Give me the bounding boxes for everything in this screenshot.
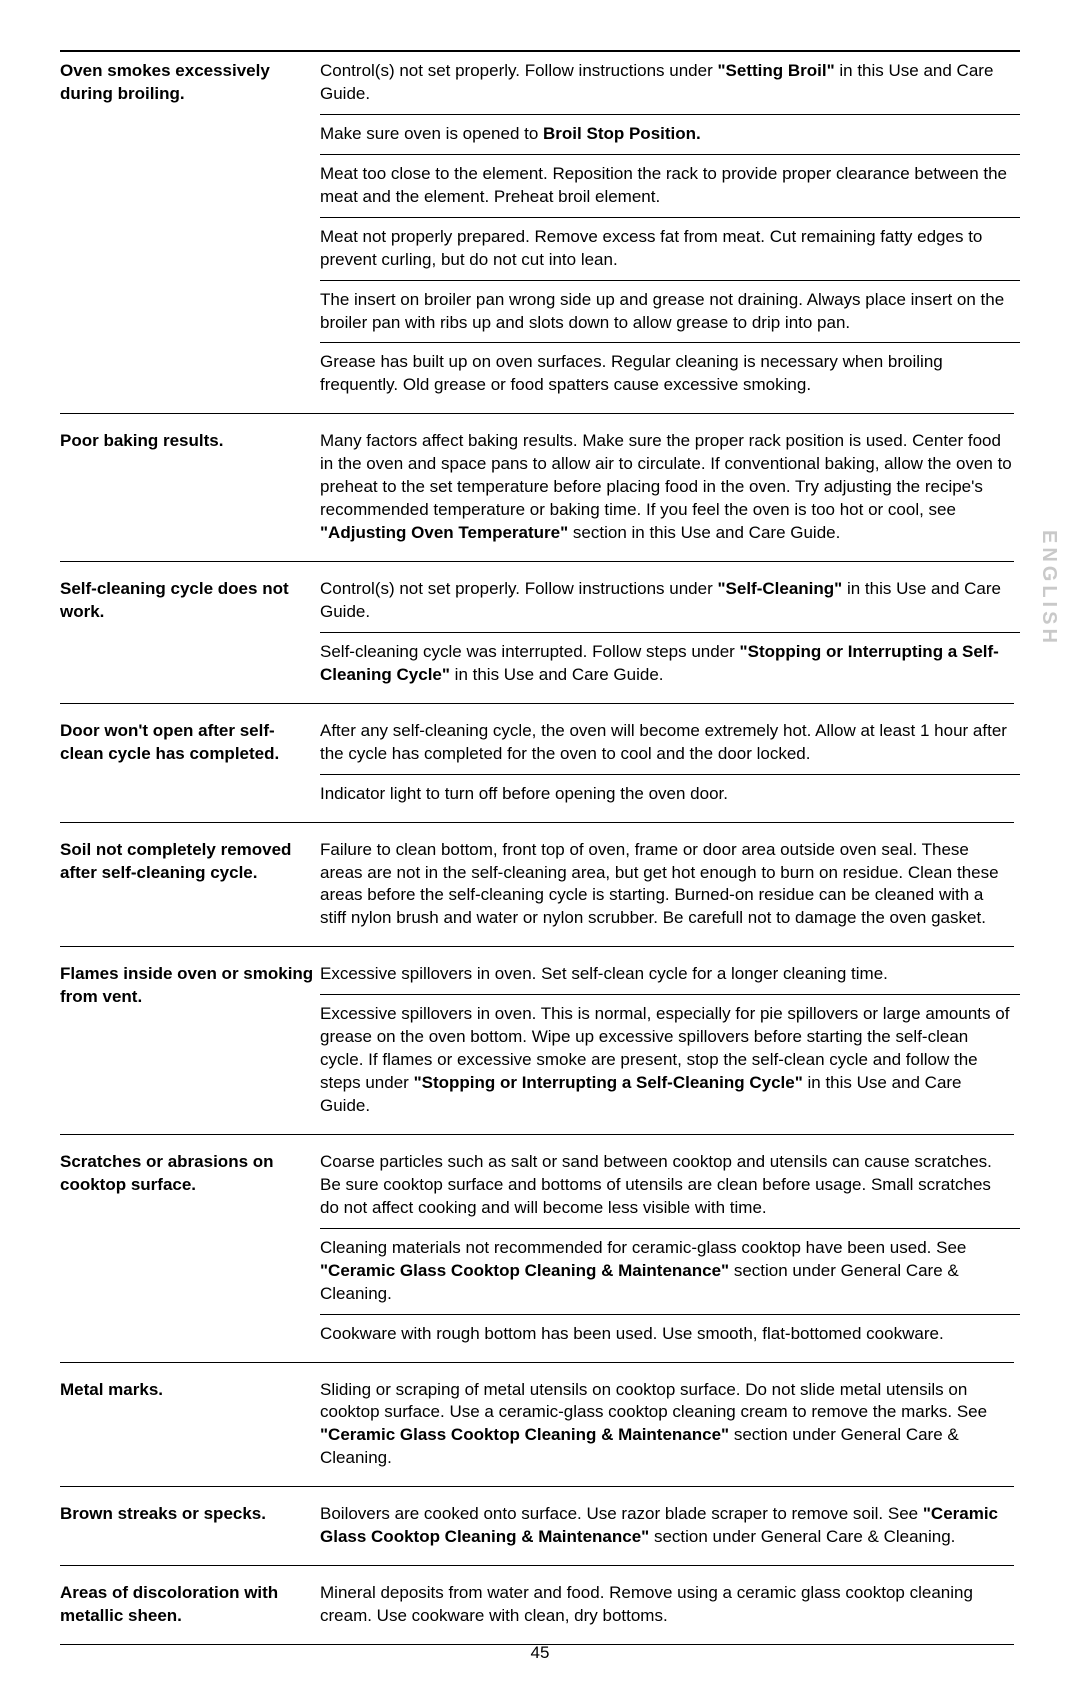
solution-cell: Coarse particles such as salt or sand be… (320, 1143, 1020, 1228)
solution-cell: Self-cleaning cycle was interrupted. Fol… (320, 633, 1020, 695)
table-row: Door won't open after self-clean cycle h… (60, 712, 1020, 774)
problem-cell: Self-cleaning cycle does not work. (60, 570, 320, 695)
problem-cell: Oven smokes excessively during broiling. (60, 52, 320, 405)
solution-cell: Sliding or scraping of metal utensils on… (320, 1371, 1020, 1479)
table-row: Soil not completely removed after self-c… (60, 831, 1020, 939)
problem-cell: Soil not completely removed after self-c… (60, 831, 320, 939)
row-separator (60, 695, 1020, 712)
row-separator (60, 814, 1020, 831)
row-separator (60, 1126, 1020, 1143)
problem-cell: Scratches or abrasions on cooktop surfac… (60, 1143, 320, 1354)
language-side-label: ENGLISH (1037, 530, 1060, 647)
solution-cell: Cookware with rough bottom has been used… (320, 1315, 1020, 1354)
solution-cell: After any self-cleaning cycle, the oven … (320, 712, 1020, 774)
solution-cell: Mineral deposits from water and food. Re… (320, 1574, 1020, 1636)
solution-cell: Boilovers are cooked onto surface. Use r… (320, 1495, 1020, 1557)
solution-cell: Grease has built up on oven surfaces. Re… (320, 343, 1020, 405)
solution-cell: Control(s) not set properly. Follow inst… (320, 52, 1020, 114)
table-row: Scratches or abrasions on cooktop surfac… (60, 1143, 1020, 1228)
row-separator (60, 1354, 1020, 1371)
problem-cell: Flames inside oven or smoking from vent. (60, 955, 320, 1126)
solution-cell: Excessive spillovers in oven. This is no… (320, 995, 1020, 1126)
row-separator (60, 938, 1020, 955)
solution-cell: Meat not properly prepared. Remove exces… (320, 218, 1020, 280)
row-separator (60, 1557, 1020, 1574)
troubleshooting-table: Oven smokes excessively during broiling.… (60, 52, 1020, 1653)
table-row: Areas of discoloration with metallic she… (60, 1574, 1020, 1636)
page: Oven smokes excessively during broiling.… (0, 0, 1080, 1693)
table-row: Brown streaks or specks.Boilovers are co… (60, 1495, 1020, 1557)
table-row: Oven smokes excessively during broiling.… (60, 52, 1020, 114)
table-row: Flames inside oven or smoking from vent.… (60, 955, 1020, 994)
solution-cell: Many factors affect baking results. Make… (320, 422, 1020, 553)
solution-cell: Make sure oven is opened to Broil Stop P… (320, 115, 1020, 154)
solution-cell: Cleaning materials not recommended for c… (320, 1229, 1020, 1314)
problem-cell: Areas of discoloration with metallic she… (60, 1574, 320, 1636)
solution-cell: Excessive spillovers in oven. Set self-c… (320, 955, 1020, 994)
solution-cell: Meat too close to the element. Repositio… (320, 155, 1020, 217)
problem-cell: Door won't open after self-clean cycle h… (60, 712, 320, 814)
solution-cell: Indicator light to turn off before openi… (320, 775, 1020, 814)
solution-cell: Control(s) not set properly. Follow inst… (320, 570, 1020, 632)
row-separator (60, 1478, 1020, 1495)
row-separator (60, 405, 1020, 422)
solution-cell: Failure to clean bottom, front top of ov… (320, 831, 1020, 939)
table-row: Poor baking results.Many factors affect … (60, 422, 1020, 553)
table-row: Self-cleaning cycle does not work.Contro… (60, 570, 1020, 632)
table-row: Metal marks.Sliding or scraping of metal… (60, 1371, 1020, 1479)
problem-cell: Metal marks. (60, 1371, 320, 1479)
problem-cell: Brown streaks or specks. (60, 1495, 320, 1557)
row-separator (60, 553, 1020, 570)
page-number: 45 (0, 1643, 1080, 1663)
solution-cell: The insert on broiler pan wrong side up … (320, 281, 1020, 343)
problem-cell: Poor baking results. (60, 422, 320, 553)
